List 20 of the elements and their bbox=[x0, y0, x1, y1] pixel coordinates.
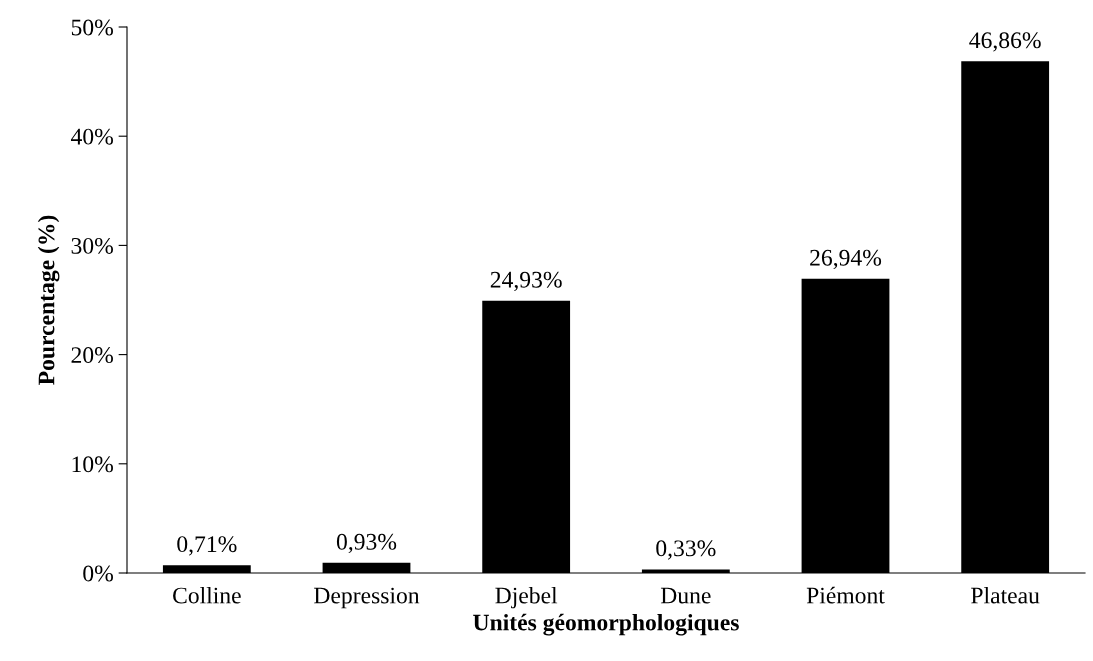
x-axis-title: Unités géomorphologiques bbox=[473, 613, 739, 636]
y-tick-label: 0% bbox=[83, 565, 113, 582]
y-tick-label: 40% bbox=[70, 128, 113, 145]
data-label: 46,86% bbox=[969, 32, 1041, 52]
y-tick-label: 10% bbox=[72, 456, 113, 473]
y-axis-title: Pourcentage (%) bbox=[37, 215, 60, 385]
x-tick-label: Djebel bbox=[495, 586, 558, 609]
y-tick-label: 30% bbox=[71, 237, 113, 254]
data-label: 0,71% bbox=[177, 536, 237, 556]
data-label: 26,94% bbox=[810, 249, 882, 270]
x-tick-label: Piémont bbox=[806, 586, 885, 604]
x-tick-label: Colline bbox=[173, 586, 241, 604]
y-tick-label: 50% bbox=[71, 19, 113, 36]
data-label: 0,93% bbox=[336, 533, 397, 554]
x-tick-label: Depression bbox=[314, 587, 420, 609]
data-label: 0,33% bbox=[656, 540, 716, 560]
data-label: 24,93% bbox=[490, 271, 562, 292]
x-tick-label: Plateau bbox=[971, 586, 1040, 604]
x-tick-label: Dune bbox=[660, 587, 711, 604]
y-tick-label: 20% bbox=[71, 347, 113, 364]
